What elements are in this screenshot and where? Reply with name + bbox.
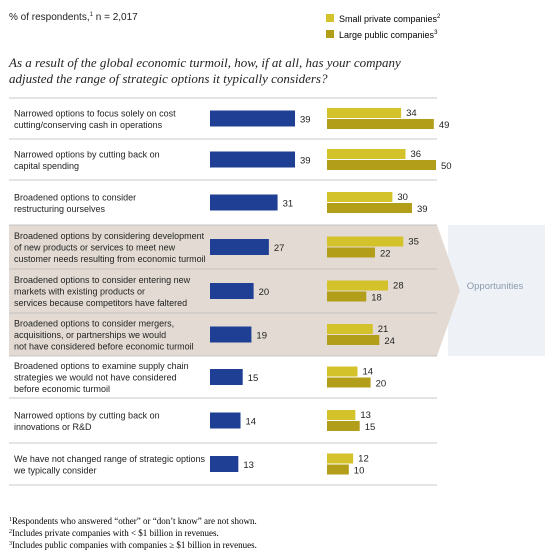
bar-large-public xyxy=(327,119,434,129)
category-label: Narrowed options by cutting back on capit… xyxy=(14,149,160,171)
bar-large-public xyxy=(327,291,367,302)
value-label: 14 xyxy=(363,367,374,378)
question-line-1: As a result of the global economic turmo… xyxy=(8,55,401,70)
value-label: 39 xyxy=(300,115,311,126)
value-label: 19 xyxy=(256,331,267,342)
value-label: 21 xyxy=(378,324,389,335)
bar-all-respondents xyxy=(210,194,278,211)
chart-row: Broadened options to examine supply chai… xyxy=(9,355,437,394)
question-line-2: adjusted the range of strategic options … xyxy=(9,71,328,86)
footnote-1: 1Respondents who answered “other” or “do… xyxy=(9,516,257,526)
bar-small-private xyxy=(327,324,373,334)
chart-row: Broadened options to consider restructuri… xyxy=(9,179,437,215)
value-label: 24 xyxy=(384,336,395,347)
legend-swatch-large-public xyxy=(326,30,334,38)
bar-small-private xyxy=(327,149,406,159)
opportunities-label: Opportunities xyxy=(467,281,524,292)
category-label: Broadened options to consider entering n… xyxy=(14,275,191,308)
value-label: 39 xyxy=(300,156,311,167)
value-label: 15 xyxy=(365,422,376,433)
respondents-count: n = 2,017 xyxy=(93,12,138,23)
value-label: 27 xyxy=(274,243,285,254)
value-label: 12 xyxy=(358,454,369,465)
footnotes: 1Respondents who answered “other” or “do… xyxy=(9,516,257,550)
respondents-sup: 1 xyxy=(90,12,94,18)
bar-small-private xyxy=(327,108,402,118)
bar-all-respondents xyxy=(210,456,239,472)
category-label: We have not changed range of strategic o… xyxy=(13,454,205,476)
value-label: 20 xyxy=(376,379,387,390)
chart-row: Narrowed options by cutting back on capit… xyxy=(9,138,452,172)
bar-all-respondents xyxy=(210,151,296,168)
bar-all-respondents xyxy=(210,412,241,429)
respondents-note: % of respondents,1 n = 2,017 xyxy=(9,12,138,23)
bar-small-private xyxy=(327,410,356,420)
category-label: Broadened options by considering develop… xyxy=(14,231,206,264)
bar-large-public xyxy=(327,160,436,170)
category-label: Narrowed options by cutting back on innov… xyxy=(14,410,160,432)
bar-all-respondents xyxy=(210,369,243,385)
value-label: 22 xyxy=(380,249,391,260)
chart-row: Narrowed options to focus solely on cost… xyxy=(9,97,450,131)
footnote-2: 2Includes private companies with < $1 bi… xyxy=(9,528,219,538)
value-label: 34 xyxy=(406,108,417,119)
value-label: 50 xyxy=(441,161,452,172)
chart-row: Broadened options by considering develop… xyxy=(9,224,437,264)
bar-all-respondents xyxy=(210,110,296,127)
chart-row: We have not changed range of strategic o… xyxy=(9,442,437,477)
value-label: 18 xyxy=(371,293,382,304)
category-label: Broadened options to consider mergers, ac… xyxy=(14,319,194,352)
value-label: 36 xyxy=(410,149,421,160)
bar-large-public xyxy=(327,203,413,213)
bar-small-private xyxy=(327,192,393,202)
chart-row: Broadened options to consider mergers, ac… xyxy=(9,312,437,352)
footnote-3: 3Includes public companies with companie… xyxy=(9,540,257,550)
bar-small-private xyxy=(327,280,389,291)
value-label: 49 xyxy=(439,120,450,131)
category-label: Broadened options to examine supply chai… xyxy=(14,361,189,394)
category-label: Narrowed options to focus solely on cost… xyxy=(14,108,176,130)
value-label: 14 xyxy=(246,417,257,428)
respondents-prefix: % of respondents, xyxy=(9,12,90,23)
bar-all-respondents xyxy=(210,326,252,343)
bar-small-private xyxy=(327,453,354,464)
value-label: 30 xyxy=(397,192,408,203)
bar-large-public xyxy=(327,247,375,258)
bar-large-public xyxy=(327,421,360,431)
bar-small-private xyxy=(327,236,404,247)
bar-large-public xyxy=(327,377,371,388)
value-label: 31 xyxy=(283,199,294,210)
category-label: Broadened options to consider restructuri… xyxy=(14,192,136,214)
bar-large-public xyxy=(327,464,349,475)
opportunities-panel xyxy=(448,225,545,356)
legend-swatch-small-private xyxy=(326,14,334,22)
value-label: 20 xyxy=(259,287,270,298)
legend: Small private companies2 Large public co… xyxy=(326,14,441,40)
bar-large-public xyxy=(327,335,380,345)
legend-label-large-public: Large public companies3 xyxy=(339,30,438,40)
value-label: 13 xyxy=(243,460,254,471)
value-label: 35 xyxy=(408,237,419,248)
bar-all-respondents xyxy=(210,283,254,299)
chart-row: Broadened options to consider entering n… xyxy=(9,268,437,308)
bar-small-private xyxy=(327,366,358,377)
value-label: 10 xyxy=(354,466,365,477)
value-label: 15 xyxy=(248,373,259,384)
legend-label-small-private: Small private companies2 xyxy=(339,14,441,24)
value-label: 28 xyxy=(393,281,404,292)
value-label: 13 xyxy=(360,410,371,421)
chart-row: Narrowed options by cutting back on innov… xyxy=(9,397,437,433)
bar-all-respondents xyxy=(210,239,269,255)
value-label: 39 xyxy=(417,204,428,215)
